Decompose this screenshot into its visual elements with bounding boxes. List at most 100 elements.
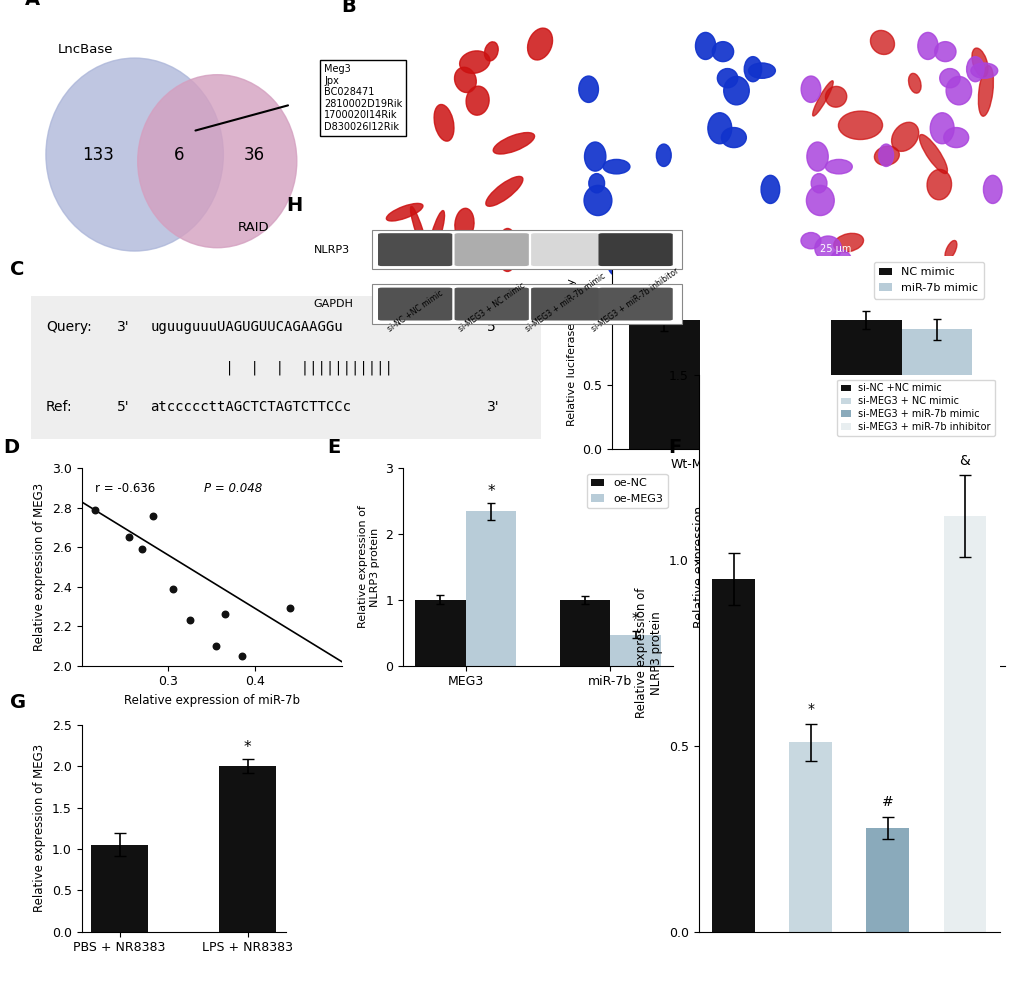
Text: 3': 3' (487, 400, 499, 414)
Bar (959, 518, 991, 666)
Ellipse shape (588, 174, 604, 193)
Ellipse shape (824, 160, 852, 174)
Bar (609, 635, 660, 666)
Point (135, 541, 151, 557)
Ellipse shape (744, 56, 761, 82)
Text: *: * (487, 483, 494, 499)
Ellipse shape (908, 73, 920, 93)
Bar (866, 508, 899, 666)
Ellipse shape (946, 77, 971, 105)
Ellipse shape (891, 122, 918, 152)
Text: Merge: Merge (881, 287, 919, 300)
Ellipse shape (434, 105, 453, 141)
Text: si-NC +NC mimic: si-NC +NC mimic (385, 289, 444, 334)
Bar (466, 511, 516, 666)
Text: 6: 6 (173, 146, 184, 164)
Legend: NC mimic, miR-7b mimic: NC mimic, miR-7b mimic (872, 262, 983, 299)
Ellipse shape (485, 176, 523, 206)
Y-axis label: Relative expression of MEG3: Relative expression of MEG3 (34, 483, 47, 651)
Ellipse shape (982, 176, 1001, 203)
Legend: oe-NC, oe-MEG3: oe-NC, oe-MEG3 (586, 474, 667, 509)
Ellipse shape (748, 63, 774, 78)
Text: 5': 5' (487, 320, 499, 334)
Point (233, 648, 250, 664)
Y-axis label: Relative expression of
NLRP3 protein: Relative expression of NLRP3 protein (635, 588, 662, 719)
Ellipse shape (800, 76, 820, 103)
FancyBboxPatch shape (454, 234, 528, 266)
Ellipse shape (655, 144, 671, 167)
Ellipse shape (602, 160, 630, 174)
Ellipse shape (806, 185, 834, 216)
Text: 25 μm: 25 μm (375, 244, 406, 253)
Ellipse shape (386, 203, 423, 221)
Circle shape (138, 75, 297, 247)
Text: Meg3
Jpx
BC028471
2810002D19Rik
1700020I14Rik
D830026I12Rik: Meg3 Jpx BC028471 2810002D19Rik 1700020I… (324, 64, 403, 132)
Legend: IgG, Ago2: IgG, Ago2 (734, 474, 794, 509)
Ellipse shape (873, 146, 899, 166)
Text: EMG3 probe: EMG3 probe (420, 287, 492, 300)
Ellipse shape (806, 142, 827, 172)
Ellipse shape (493, 132, 534, 154)
FancyBboxPatch shape (31, 296, 540, 439)
Bar (943, 516, 985, 932)
Bar (926, 616, 959, 666)
Ellipse shape (966, 56, 983, 82)
Circle shape (46, 58, 223, 251)
Bar (559, 599, 609, 666)
Ellipse shape (584, 142, 605, 172)
Ellipse shape (460, 51, 489, 73)
Ellipse shape (869, 31, 894, 54)
X-axis label: Relative expression of miR-7b: Relative expression of miR-7b (123, 694, 300, 707)
Bar (372, 230, 682, 269)
Text: #: # (881, 796, 893, 810)
Text: †: † (971, 492, 978, 507)
Ellipse shape (695, 33, 715, 59)
Text: LncBase: LncBase (58, 43, 113, 56)
Text: †: † (787, 512, 793, 527)
Ellipse shape (938, 69, 959, 88)
Ellipse shape (812, 81, 833, 116)
Ellipse shape (829, 249, 851, 277)
Point (281, 600, 298, 616)
Point (145, 508, 161, 524)
Bar (834, 616, 866, 666)
Bar (415, 599, 466, 666)
Point (164, 581, 180, 597)
Ellipse shape (707, 112, 731, 144)
Legend: si-NC +NC mimic, si-MEG3 + NC mimic, si-MEG3 + miR-7b mimic, si-MEG3 + miR-7b in: si-NC +NC mimic, si-MEG3 + NC mimic, si-… (837, 380, 994, 436)
Ellipse shape (917, 33, 937, 59)
Ellipse shape (454, 208, 474, 240)
Text: GAPDH: GAPDH (314, 299, 354, 309)
Text: atcccccttAGCTCTAGTCTTCCc: atcccccttAGCTCTAGTCTTCCc (151, 400, 352, 414)
Text: RAID: RAID (237, 221, 270, 234)
Ellipse shape (929, 112, 953, 144)
Text: 25 μm: 25 μm (819, 244, 850, 253)
Text: *: * (244, 740, 251, 755)
Ellipse shape (943, 127, 968, 148)
Text: r = -0.636: r = -0.636 (95, 482, 155, 495)
Text: &: & (959, 454, 969, 467)
Y-axis label: Relative expression of MEG3: Relative expression of MEG3 (34, 744, 46, 912)
Text: 3': 3' (117, 320, 129, 334)
Ellipse shape (723, 77, 749, 105)
Text: uguuguuuUAGUGUUCAGAAGGu: uguuguuuUAGUGUUCAGAAGGu (151, 320, 342, 334)
Text: DAPI: DAPI (664, 287, 692, 300)
Text: NLRP3: NLRP3 (314, 245, 350, 254)
Point (121, 529, 138, 545)
Bar (218, 766, 276, 932)
Bar (711, 579, 754, 932)
Ellipse shape (933, 41, 955, 61)
Bar (629, 320, 699, 449)
Ellipse shape (410, 206, 427, 253)
Ellipse shape (454, 67, 476, 93)
Ellipse shape (607, 249, 629, 277)
Ellipse shape (814, 236, 841, 260)
Bar (830, 320, 901, 449)
Text: 5': 5' (117, 400, 129, 414)
Text: si-MEG3 + NC mimic: si-MEG3 + NC mimic (457, 281, 526, 334)
Point (216, 606, 232, 622)
Ellipse shape (720, 127, 746, 148)
Ellipse shape (466, 86, 489, 115)
FancyBboxPatch shape (531, 288, 599, 320)
Ellipse shape (428, 211, 444, 258)
